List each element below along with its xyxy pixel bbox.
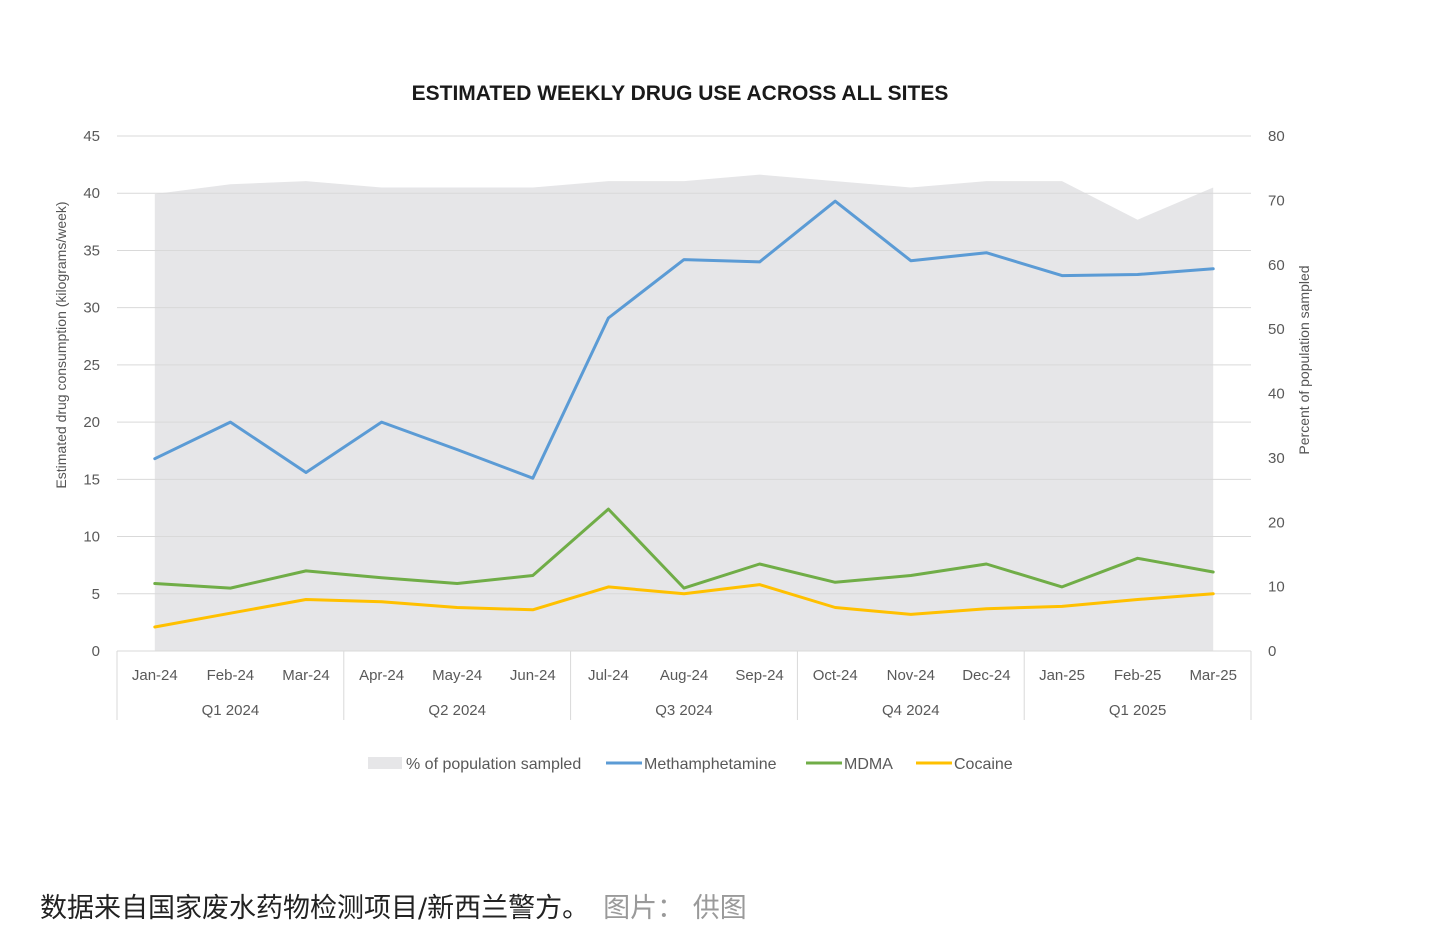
x-tick-label: May-24 <box>432 667 482 684</box>
y-tick-label: 35 <box>83 242 100 259</box>
y2-tick-label: 0 <box>1268 643 1276 660</box>
series-line-cocaine <box>153 583 1215 629</box>
legend-label: MDMA <box>844 756 893 773</box>
group-label: Q1 2025 <box>1109 702 1167 719</box>
caption: 数据来自国家废水药物检测项目/新西兰警方。 图片： 供图 <box>40 886 747 925</box>
legend-label: % of population sampled <box>406 756 581 773</box>
grid-layer <box>117 135 1251 595</box>
area-layer <box>154 174 1214 651</box>
chart-svg: ESTIMATED WEEKLY DRUG USE ACROSS ALL SIT… <box>53 82 1312 773</box>
y2-tick-label: 30 <box>1268 450 1285 467</box>
series-line-mdma <box>153 507 1215 590</box>
y2-tick-label: 50 <box>1268 321 1285 338</box>
y2-tick-label: 40 <box>1268 386 1285 403</box>
area-population-sampled <box>154 174 1214 651</box>
x-tick-label: Mar-24 <box>282 667 330 684</box>
y-tick-label: 15 <box>83 471 100 488</box>
caption-text: 数据来自国家废水药物检测项目/新西兰警方。 <box>40 893 590 924</box>
x-tick-label: Jan-25 <box>1039 667 1085 684</box>
x-tick-label: Mar-25 <box>1189 667 1237 684</box>
chart: ESTIMATED WEEKLY DRUG USE ACROSS ALL SIT… <box>53 82 1312 773</box>
x-tick-label: Feb-24 <box>207 667 255 684</box>
y-tick-label: 10 <box>83 529 100 546</box>
y-axis-label: Estimated drug consumption (kilograms/we… <box>53 201 69 488</box>
group-label: Q1 2024 <box>202 702 260 719</box>
y-tick-label: 5 <box>92 586 100 603</box>
x-tick-label: Apr-24 <box>359 667 404 684</box>
legend-label: Methamphetamine <box>644 756 777 773</box>
y2-tick-label: 70 <box>1268 192 1285 209</box>
y2-tick-label: 60 <box>1268 257 1285 274</box>
y-tick-label: 30 <box>83 300 100 317</box>
y2-tick-label: 20 <box>1268 514 1285 531</box>
x-tick-label: Sep-24 <box>735 667 783 684</box>
legend-swatch-area <box>368 757 402 769</box>
series-layer <box>153 199 1215 629</box>
y-tick-label: 0 <box>92 643 100 660</box>
y2-axis-label: Percent of population sampled <box>1296 265 1312 454</box>
x-tick-label: Jul-24 <box>588 667 629 684</box>
caption-credit: 图片： 供图 <box>603 893 747 924</box>
x-tick-label: Jun-24 <box>510 667 556 684</box>
series-line-methamphetamine <box>153 199 1215 480</box>
y-tick-label: 45 <box>83 128 100 145</box>
x-tick-label: Oct-24 <box>813 667 858 684</box>
y-tick-label: 25 <box>83 357 100 374</box>
x-tick-label: Nov-24 <box>887 667 935 684</box>
y2-tick-label: 80 <box>1268 128 1285 145</box>
group-label: Q4 2024 <box>882 702 940 719</box>
group-label: Q2 2024 <box>428 702 486 719</box>
legend: % of population sampled Methamphetamine MD… <box>368 756 1013 773</box>
axis-layer: 0 5 10 15 20 25 30 35 40 45 0 10 20 30 40 50 60 70 80 Jan-2… <box>83 128 1285 720</box>
y2-tick-label: 10 <box>1268 579 1285 596</box>
x-tick-label: Dec-24 <box>962 667 1010 684</box>
group-label: Q3 2024 <box>655 702 713 719</box>
y-tick-label: 40 <box>83 185 100 202</box>
x-tick-label: Jan-24 <box>132 667 178 684</box>
chart-title: ESTIMATED WEEKLY DRUG USE ACROSS ALL SIT… <box>412 82 949 105</box>
y-tick-label: 20 <box>83 414 100 431</box>
x-tick-label: Aug-24 <box>660 667 708 684</box>
x-tick-label: Feb-25 <box>1114 667 1162 684</box>
legend-label: Cocaine <box>954 756 1013 773</box>
